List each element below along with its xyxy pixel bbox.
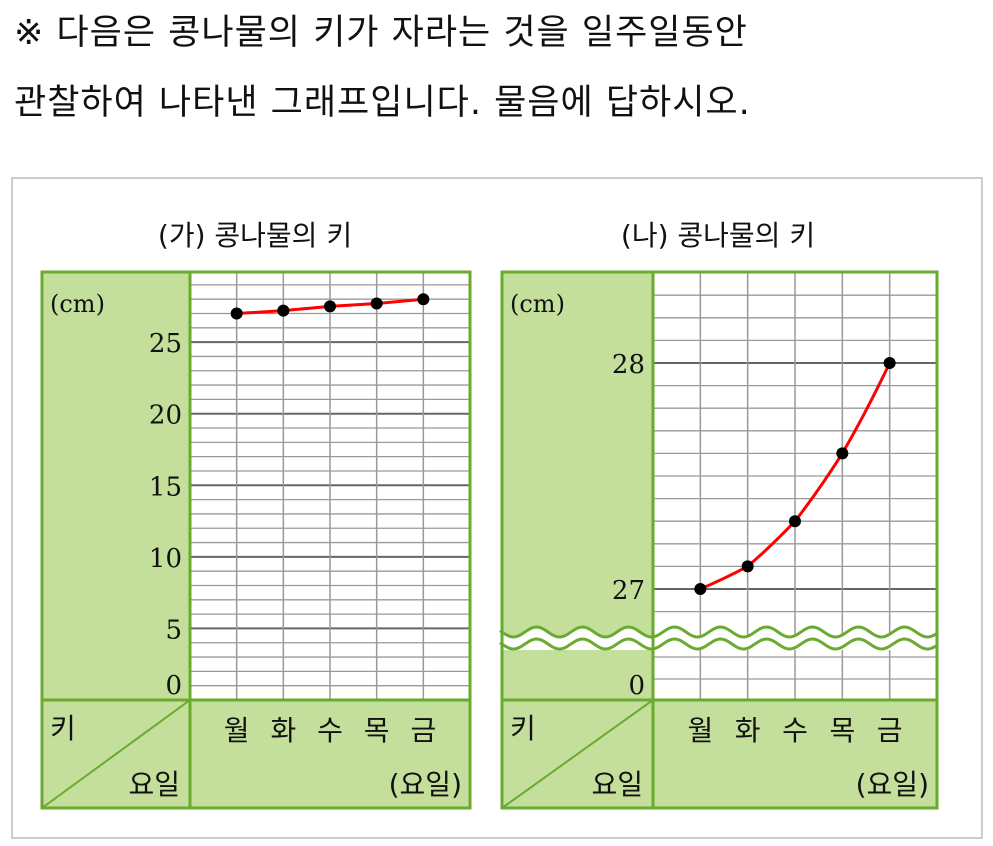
axis-break-line xyxy=(499,625,939,639)
corner-label-bottom: 요일 xyxy=(591,768,643,801)
data-point xyxy=(230,307,243,320)
chart-title: (가) 콩나물의 키 xyxy=(158,219,352,252)
x-tick-label: 목 xyxy=(364,714,390,747)
y-tick-label: 5 xyxy=(165,615,182,645)
question-line-2: 관찰하여 나타낸 그래프입니다. 물음에 답하시오. xyxy=(14,83,751,123)
y-tick-label: 28 xyxy=(612,350,645,380)
question-line-1: ※ 다음은 콩나물의 키가 자라는 것을 일주일동안 xyxy=(14,13,748,53)
y-axis-unit: (cm) xyxy=(50,290,105,318)
y-tick-label: 0 xyxy=(165,671,182,701)
series-line xyxy=(699,362,892,591)
x-label-panel xyxy=(190,700,470,808)
data-point xyxy=(789,515,801,528)
y-tick-label: 10 xyxy=(149,544,182,574)
data-point xyxy=(694,583,707,595)
data-point xyxy=(277,304,290,317)
y-axis-unit: (cm) xyxy=(510,290,565,318)
x-axis-unit: (요일) xyxy=(389,768,462,801)
x-tick-label: 목 xyxy=(829,714,855,747)
x-tick-label: 수 xyxy=(317,714,343,747)
chart-title: (나) 콩나물의 키 xyxy=(621,219,815,252)
x-tick-label: 수 xyxy=(782,714,808,747)
y-tick-label: 15 xyxy=(149,472,182,502)
x-axis-unit: (요일) xyxy=(856,768,929,801)
x-tick-label: 월 xyxy=(687,714,713,747)
chart-border xyxy=(500,270,939,810)
corner-diagonal xyxy=(41,699,191,809)
data-point xyxy=(741,560,754,573)
corner-label-top: 키 xyxy=(510,712,536,745)
corner-label-bottom: 요일 xyxy=(128,768,180,801)
figure-frame xyxy=(11,177,983,839)
y-tick-label: 0 xyxy=(628,671,645,701)
corner-diagonal xyxy=(501,699,654,809)
data-point xyxy=(324,300,336,313)
x-tick-label: 월 xyxy=(224,714,250,747)
data-point xyxy=(883,357,896,369)
data-point xyxy=(417,293,430,306)
chart-border xyxy=(40,270,472,810)
y-tick-label: 27 xyxy=(612,576,645,606)
x-tick-label: 화 xyxy=(735,714,761,747)
x-label-panel xyxy=(653,700,937,808)
data-point xyxy=(370,297,383,310)
axis-break-line xyxy=(499,637,939,651)
corner-label-top: 키 xyxy=(50,712,76,745)
x-tick-label: 금 xyxy=(877,714,903,747)
y-tick-label: 25 xyxy=(149,329,182,359)
x-tick-label: 화 xyxy=(270,714,296,747)
x-tick-label: 금 xyxy=(410,714,436,747)
data-point xyxy=(836,447,849,460)
y-tick-label: 20 xyxy=(149,401,182,431)
